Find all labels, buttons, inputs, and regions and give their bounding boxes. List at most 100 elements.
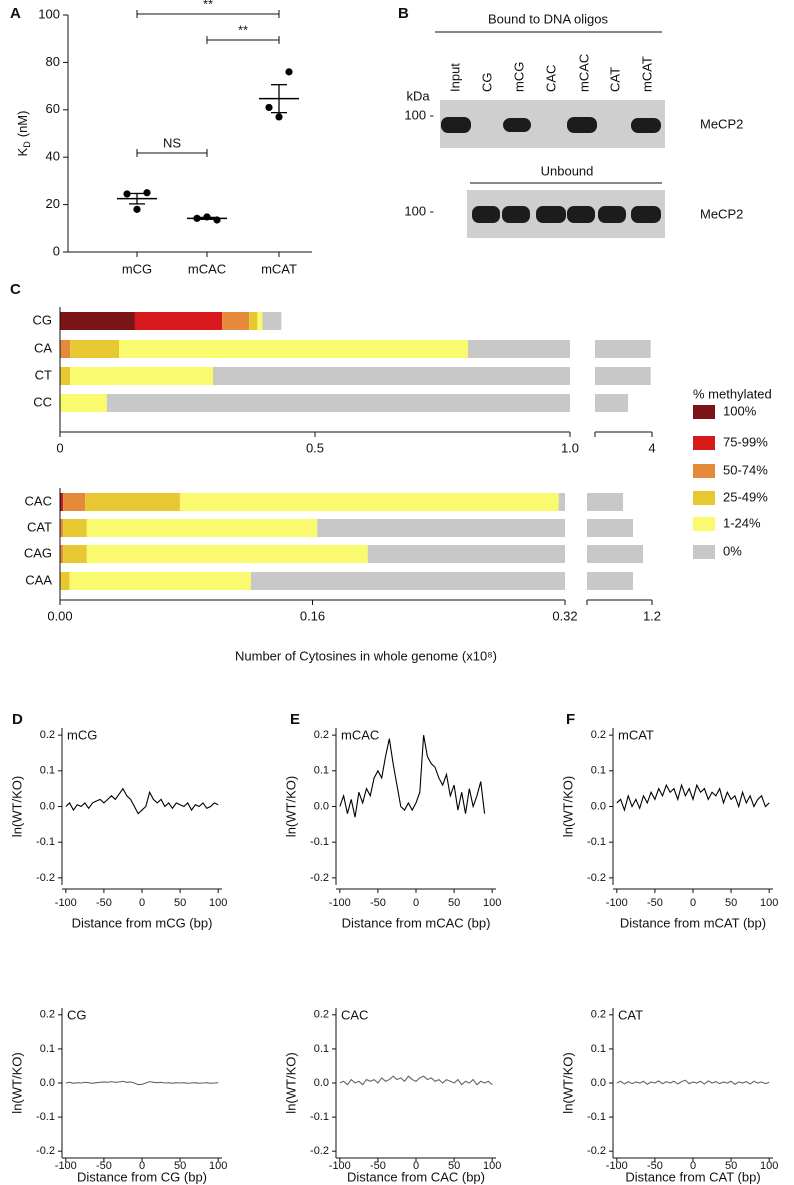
x-tick-label: -50 xyxy=(96,897,112,909)
panel-label: E xyxy=(290,711,300,728)
x-tick-label: 0 xyxy=(413,1160,419,1172)
y-tick-label: -0.1 xyxy=(310,1111,329,1123)
lane-label: mCG xyxy=(511,62,526,92)
y-tick-label: -0.2 xyxy=(587,872,606,884)
x-tick-label: 50 xyxy=(174,1160,186,1172)
bar-segment xyxy=(587,572,634,590)
legend-label: 1-24% xyxy=(723,515,761,530)
x-tick-label: 0 xyxy=(690,897,696,909)
x-axis-label: Distance from CG (bp) xyxy=(77,1169,207,1184)
bar-segment xyxy=(70,340,120,358)
x-tick-label: 0.00 xyxy=(47,608,72,623)
y-tick-label: -0.2 xyxy=(310,1145,329,1157)
x-tick-label: 4 xyxy=(648,440,655,455)
y-tick-label: 0.2 xyxy=(591,729,606,741)
category-label: CA xyxy=(34,340,52,355)
y-tick-label: 0 xyxy=(53,243,60,258)
bar-segment xyxy=(86,545,368,563)
x-axis-label: Number of Cytosines in whole genome (x10… xyxy=(235,648,497,663)
y-tick-label: 0.2 xyxy=(40,1009,55,1021)
x-tick-label: -100 xyxy=(606,1160,628,1172)
bar-segment xyxy=(60,340,71,358)
x-tick-label: 1.2 xyxy=(643,608,661,623)
lane-label: mCAT xyxy=(639,56,654,92)
y-tick-label: 0.1 xyxy=(314,1043,329,1055)
x-tick-label: 100 xyxy=(760,1160,778,1172)
bar-segment xyxy=(60,493,62,511)
y-axis-label-sub: D xyxy=(22,141,32,148)
x-tick-label: -50 xyxy=(647,1160,663,1172)
x-tick-label: -100 xyxy=(55,897,77,909)
y-tick-label: -0.1 xyxy=(36,1111,55,1123)
y-tick-label: 60 xyxy=(46,101,60,116)
y-axis-label: ln(WT/KO) xyxy=(560,776,575,837)
legend-swatch xyxy=(693,405,715,419)
y-tick-label: 0.0 xyxy=(40,800,55,812)
x-tick-label: mCAT xyxy=(261,261,297,276)
bar-segment xyxy=(70,367,213,385)
plot-title: mCAT xyxy=(618,727,654,742)
y-tick-label: 0.0 xyxy=(314,800,329,812)
x-tick-label: 100 xyxy=(483,1160,501,1172)
legend-swatch xyxy=(693,545,715,559)
data-point xyxy=(213,216,221,224)
bar-segment xyxy=(63,519,87,537)
bar-segment xyxy=(257,312,263,330)
category-label: CAA xyxy=(25,572,52,587)
y-tick-label: 0.2 xyxy=(591,1009,606,1021)
x-tick-label: -100 xyxy=(329,1160,351,1172)
blot-band xyxy=(536,206,566,223)
bar-segment xyxy=(69,572,251,590)
x-tick-label: 0.32 xyxy=(552,608,577,623)
bar-segment xyxy=(317,519,565,537)
data-point xyxy=(203,213,211,221)
bar-segment xyxy=(587,493,624,511)
x-tick-label: 1.0 xyxy=(561,440,579,455)
profile-line xyxy=(65,1080,219,1086)
profile-line xyxy=(339,735,486,818)
x-tick-label: 50 xyxy=(725,897,737,909)
x-tick-label: 100 xyxy=(760,897,778,909)
blot-title: Bound to DNA oligos xyxy=(488,11,608,26)
y-tick-label: 40 xyxy=(46,149,60,164)
bar-segment xyxy=(60,367,71,385)
legend-label: 100% xyxy=(723,403,757,418)
bar-segment xyxy=(134,312,223,330)
legend-swatch xyxy=(693,464,715,478)
y-tick-label: -0.1 xyxy=(587,836,606,848)
x-tick-label: -50 xyxy=(370,897,386,909)
bar-segment xyxy=(595,394,629,412)
x-tick-label: -50 xyxy=(96,1160,112,1172)
x-axis-label: Distance from mCAC (bp) xyxy=(342,915,491,930)
legend-label: 75-99% xyxy=(723,434,768,449)
data-point xyxy=(133,205,141,213)
plot-title: CAC xyxy=(341,1007,368,1022)
y-tick-label: 0.1 xyxy=(40,1043,55,1055)
panel-label: C xyxy=(10,281,21,298)
data-point xyxy=(193,214,201,222)
bar-segment xyxy=(595,367,651,385)
legend-swatch xyxy=(693,491,715,505)
x-tick-label: -100 xyxy=(329,897,351,909)
x-tick-label: -100 xyxy=(55,1160,77,1172)
x-tick-label: 0.16 xyxy=(300,608,325,623)
bar-segment xyxy=(61,493,64,511)
bar-segment xyxy=(179,493,559,511)
y-tick-label: 0.0 xyxy=(40,1077,55,1089)
profile-line xyxy=(65,787,219,815)
bar-segment xyxy=(468,340,570,358)
bar-segment xyxy=(60,519,64,537)
bar-segment xyxy=(85,493,180,511)
category-label: CAG xyxy=(24,545,52,560)
bar-segment xyxy=(86,519,318,537)
plot-title: mCAC xyxy=(341,727,379,742)
profile-line xyxy=(616,783,770,812)
blot-subtitle: Unbound xyxy=(541,163,594,178)
data-point xyxy=(285,68,293,76)
x-axis-label: Distance from CAT (bp) xyxy=(625,1169,760,1184)
blot-band xyxy=(441,117,471,133)
lane-label: CG xyxy=(479,73,494,93)
bar-segment xyxy=(222,312,250,330)
